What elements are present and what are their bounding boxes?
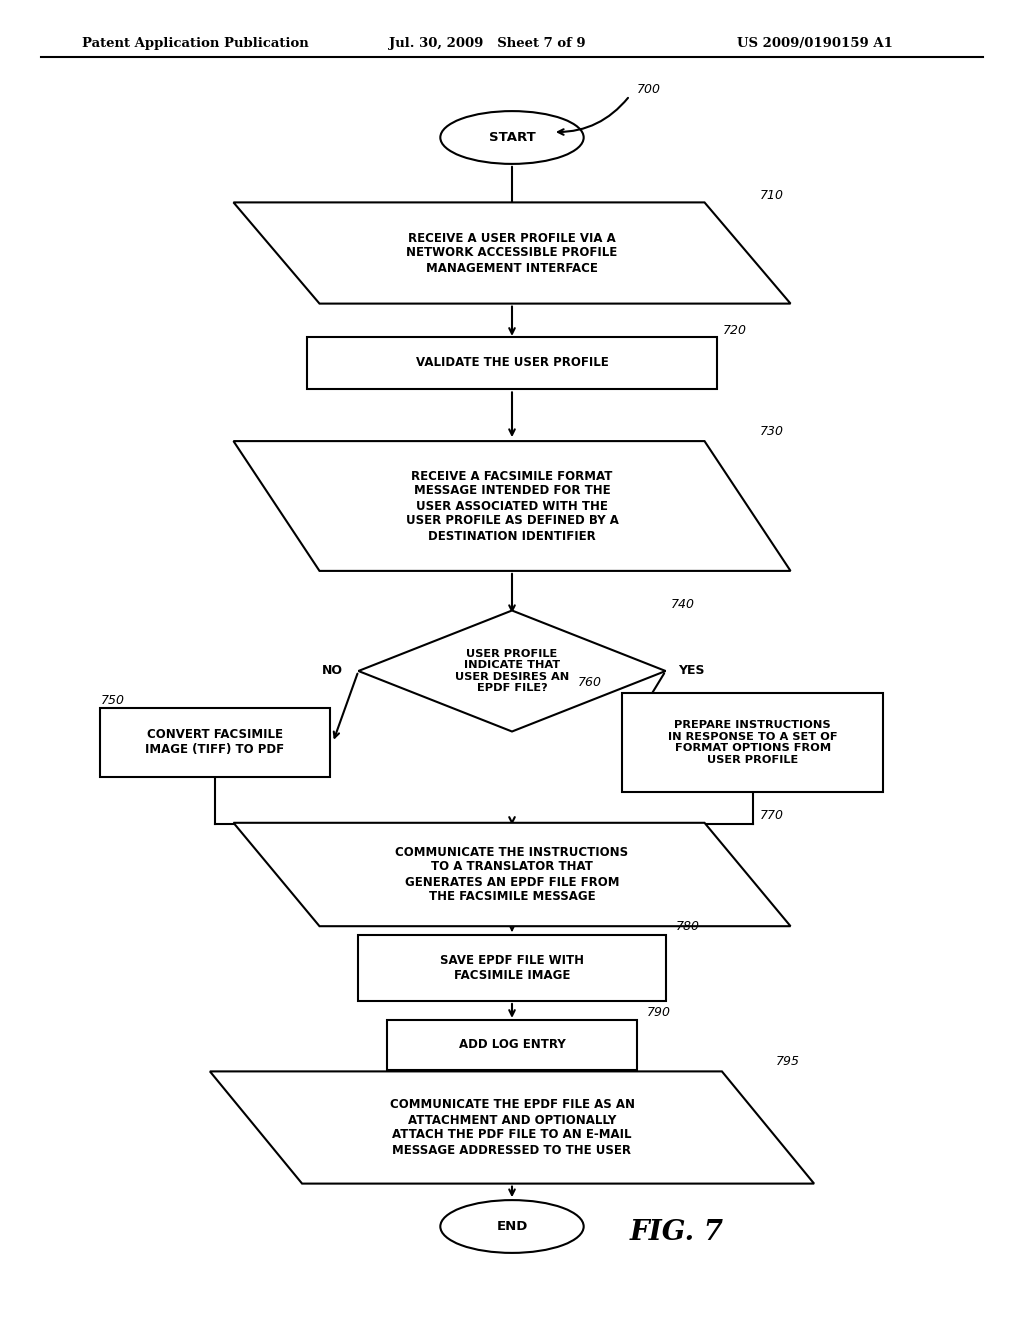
Bar (387, 1019, 637, 1071)
Text: RECEIVE A USER PROFILE VIA A
NETWORK ACCESSIBLE PROFILE
MANAGEMENT INTERFACE: RECEIVE A USER PROFILE VIA A NETWORK ACC… (407, 231, 617, 275)
Polygon shape (233, 441, 791, 572)
Bar (99, 709, 330, 776)
Polygon shape (233, 202, 791, 304)
Text: 720: 720 (723, 323, 746, 337)
Text: USER PROFILE
INDICATE THAT
USER DESIRES AN
EPDF FILE?: USER PROFILE INDICATE THAT USER DESIRES … (455, 648, 569, 693)
Bar (358, 935, 666, 1001)
Text: PREPARE INSTRUCTIONS
IN RESPONSE TO A SET OF
FORMAT OPTIONS FROM
USER PROFILE: PREPARE INSTRUCTIONS IN RESPONSE TO A SE… (668, 721, 838, 764)
Text: ADD LOG ENTRY: ADD LOG ENTRY (459, 1039, 565, 1052)
Text: 750: 750 (100, 694, 124, 708)
Ellipse shape (440, 111, 584, 164)
Text: 790: 790 (647, 1006, 671, 1019)
Text: RECEIVE A FACSIMILE FORMAT
MESSAGE INTENDED FOR THE
USER ASSOCIATED WITH THE
USE: RECEIVE A FACSIMILE FORMAT MESSAGE INTEN… (406, 470, 618, 543)
Text: END: END (497, 1220, 527, 1233)
Ellipse shape (440, 1200, 584, 1253)
Text: Jul. 30, 2009   Sheet 7 of 9: Jul. 30, 2009 Sheet 7 of 9 (389, 37, 586, 50)
Text: VALIDATE THE USER PROFILE: VALIDATE THE USER PROFILE (416, 356, 608, 370)
Bar (622, 693, 883, 792)
Text: Patent Application Publication: Patent Application Publication (82, 37, 308, 50)
Text: COMMUNICATE THE EPDF FILE AS AN
ATTACHMENT AND OPTIONALLY
ATTACH THE PDF FILE TO: COMMUNICATE THE EPDF FILE AS AN ATTACHME… (389, 1098, 635, 1156)
Text: NO: NO (322, 664, 343, 677)
Text: COMMUNICATE THE INSTRUCTIONS
TO A TRANSLATOR THAT
GENERATES AN EPDF FILE FROM
TH: COMMUNICATE THE INSTRUCTIONS TO A TRANSL… (395, 846, 629, 903)
Text: SAVE EPDF FILE WITH
FACSIMILE IMAGE: SAVE EPDF FILE WITH FACSIMILE IMAGE (440, 954, 584, 982)
Text: START: START (488, 131, 536, 144)
Text: YES: YES (678, 664, 705, 677)
Text: 730: 730 (760, 425, 783, 438)
Bar (307, 337, 717, 389)
Text: 780: 780 (676, 920, 699, 933)
Text: FIG. 7: FIG. 7 (630, 1218, 724, 1246)
Text: 760: 760 (578, 676, 601, 689)
Polygon shape (233, 822, 791, 927)
Text: 770: 770 (760, 809, 783, 821)
Polygon shape (358, 610, 666, 731)
Text: 740: 740 (671, 598, 694, 611)
Text: CONVERT FACSIMILE
IMAGE (TIFF) TO PDF: CONVERT FACSIMILE IMAGE (TIFF) TO PDF (145, 729, 285, 756)
Text: 710: 710 (760, 189, 783, 202)
Text: 795: 795 (776, 1055, 800, 1068)
Text: US 2009/0190159 A1: US 2009/0190159 A1 (737, 37, 893, 50)
Polygon shape (210, 1072, 814, 1184)
Text: 700: 700 (637, 83, 660, 95)
